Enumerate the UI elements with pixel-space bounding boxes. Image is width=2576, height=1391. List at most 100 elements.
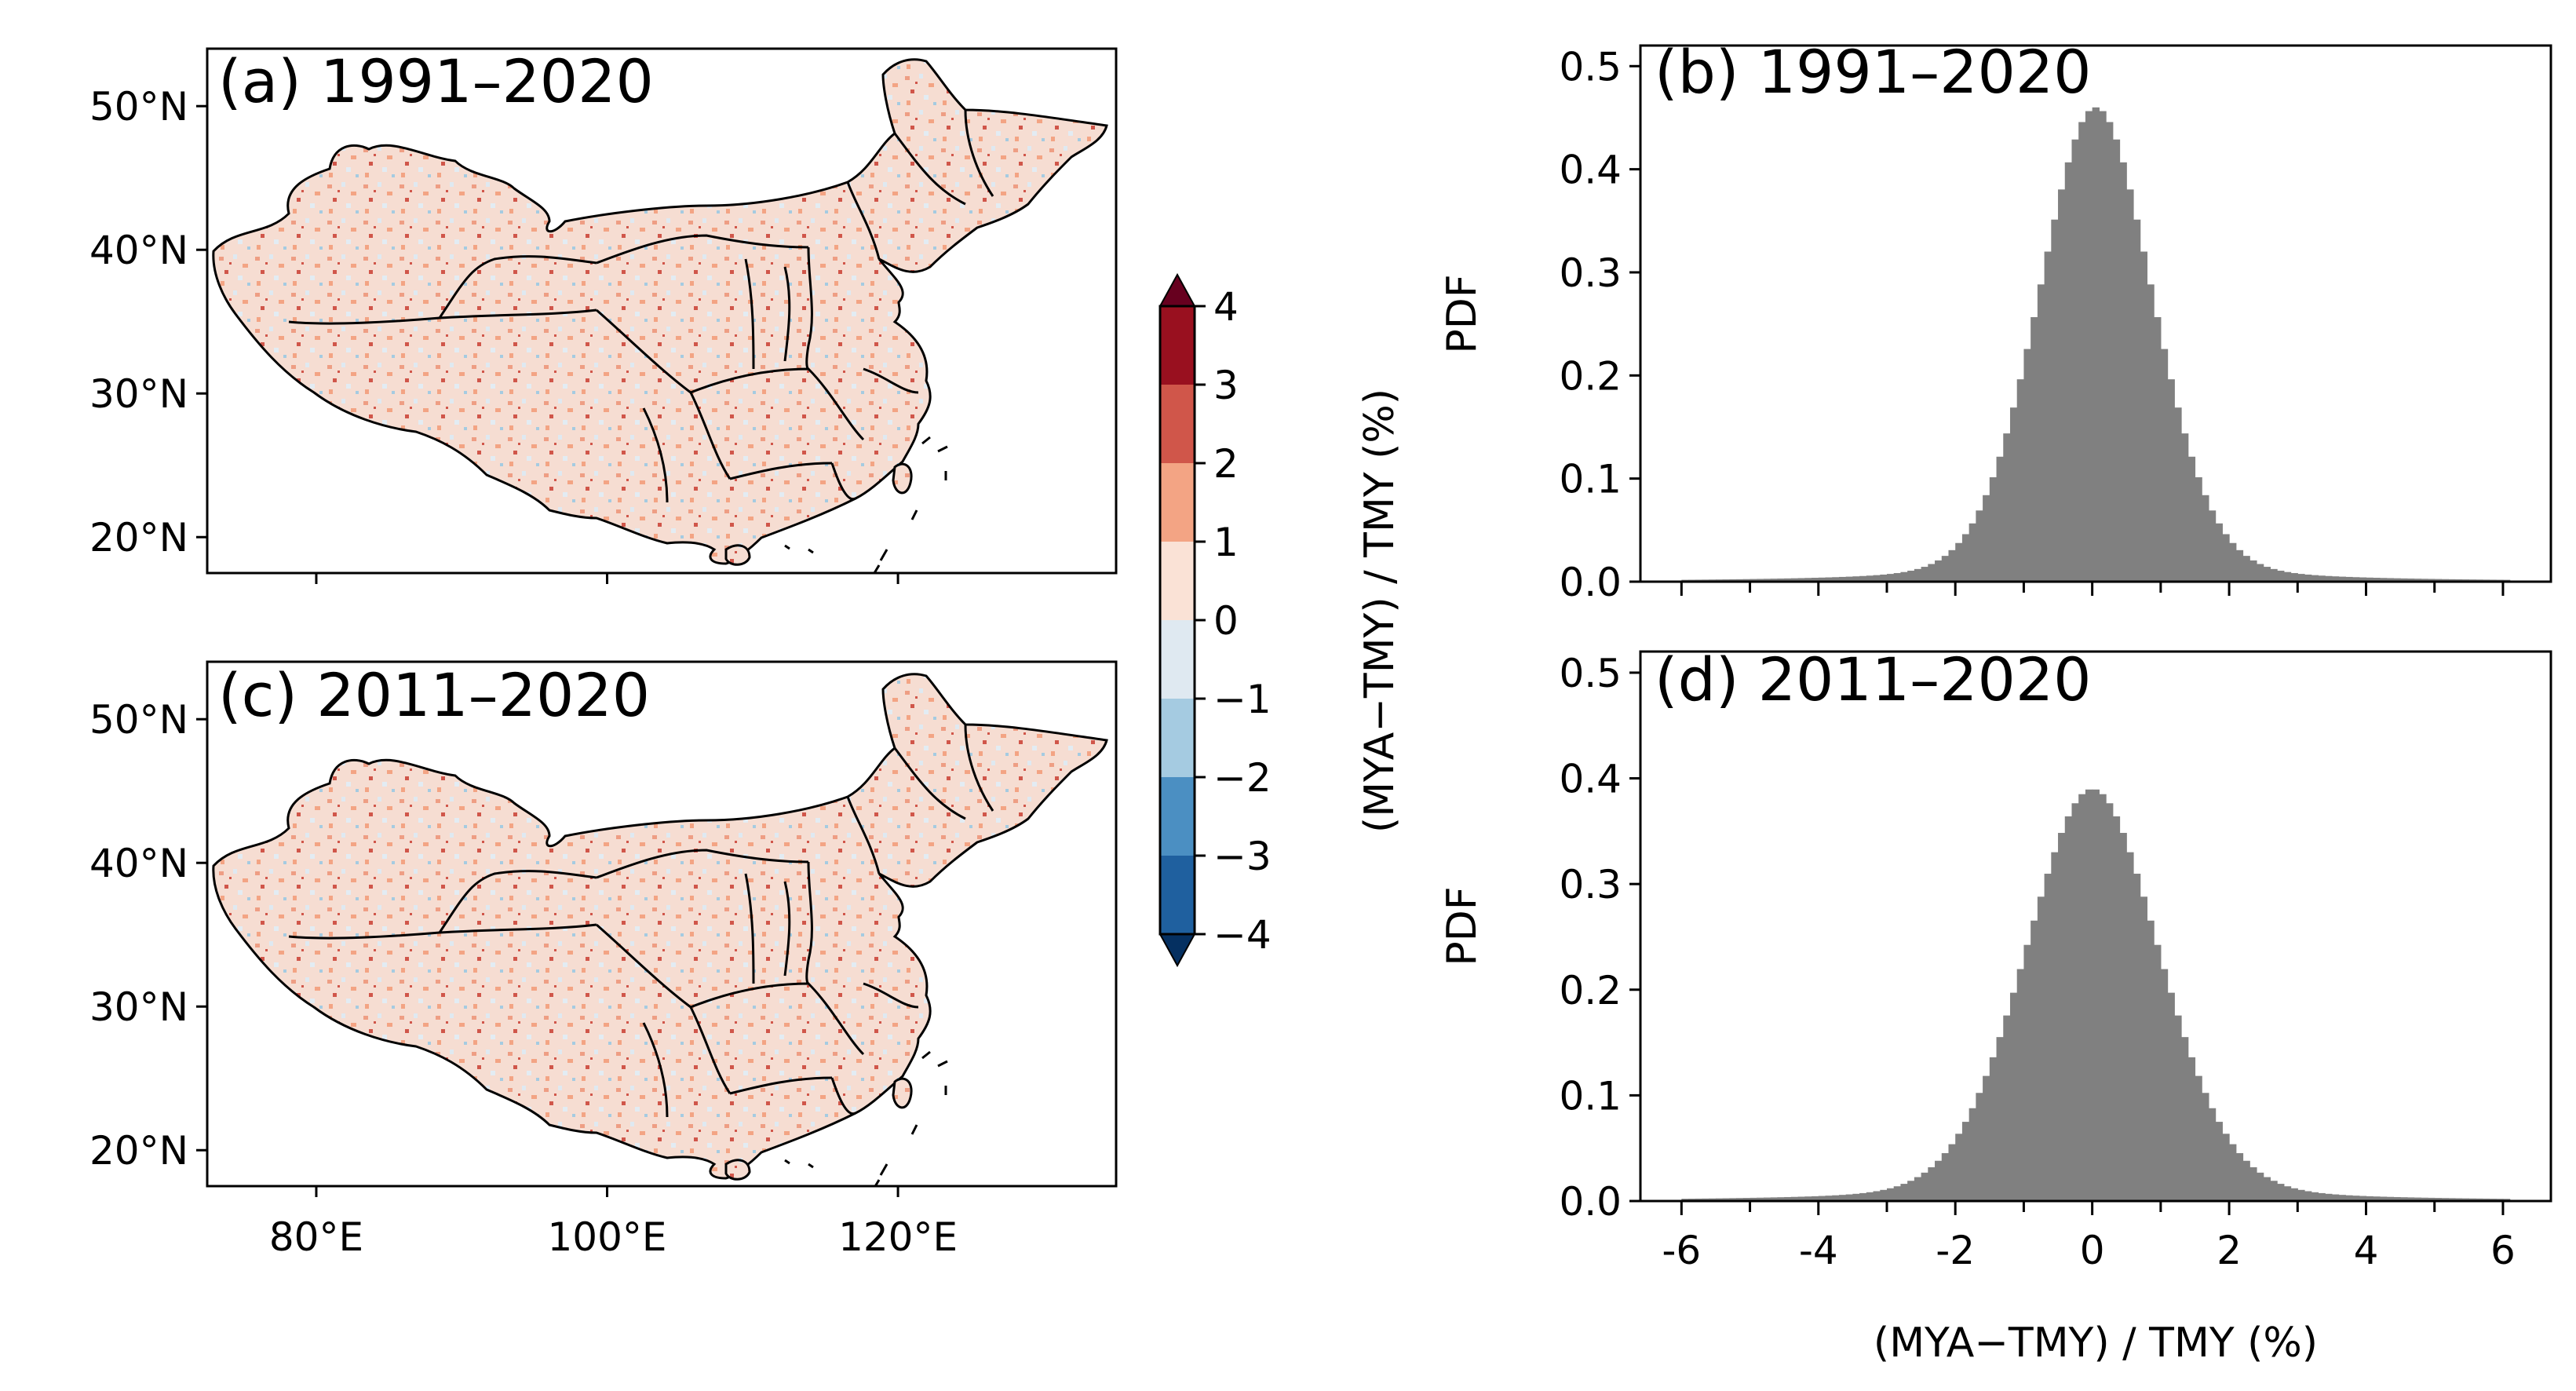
map-ytick-label: 20°N: [89, 515, 188, 560]
hist-bar: [2229, 1144, 2237, 1201]
island-hainan-a: [724, 544, 751, 566]
hist-bar: [2434, 1198, 2443, 1201]
hist-bar: [2448, 1198, 2456, 1201]
hist-bar: [2414, 1197, 2421, 1201]
hist-bar: [2242, 556, 2250, 582]
hist-bar: [2016, 379, 2025, 582]
hist-bar: [2283, 571, 2292, 582]
hist-bar: [2044, 251, 2052, 582]
hist-bar: [2187, 1057, 2196, 1201]
hist-bar: [1715, 1198, 1724, 1201]
china-map-c: [212, 673, 1108, 1180]
nine-dash-a: [784, 436, 948, 573]
map-ytick-label: 50°N: [89, 697, 188, 743]
map-ytick-label: 40°N: [89, 228, 188, 273]
map-panel-c: (c) 2011–2020 50°N 40°N 30°N 20°N 80°E 100°E 1…: [89, 660, 1118, 1260]
hist-bar: [2099, 794, 2107, 1201]
hist-bar: [1886, 1188, 1895, 1201]
hist-bar: [1914, 568, 1922, 582]
hist-bar: [2106, 803, 2114, 1201]
hist-bar: [2352, 1196, 2360, 1201]
hist-bar: [1832, 577, 1840, 582]
hist-bar: [1866, 575, 1874, 582]
hist-bar: [1948, 549, 1956, 582]
hist-bar: [2290, 1188, 2298, 1201]
hist-bar: [1900, 1184, 1908, 1201]
hist-bar: [2277, 1184, 2285, 1201]
hist-bar: [2160, 969, 2169, 1201]
hist-bar: [2366, 1196, 2373, 1201]
hist-bar: [1859, 575, 1867, 582]
hist-xtick-label: -4: [1799, 1228, 1838, 1273]
hist-bar: [2078, 122, 2086, 582]
hist-bar: [2229, 542, 2237, 582]
panel-title-b: (b) 1991–2020: [1655, 37, 2092, 107]
map-xtick-label: 100°E: [548, 1214, 667, 1260]
hist-bar: [1989, 1057, 1998, 1201]
hist-bar: [2009, 992, 2018, 1201]
hist-bar: [2167, 379, 2175, 582]
hist-bar: [2023, 349, 2031, 582]
hist-bar: [1722, 1198, 1730, 1201]
hist-bar: [2318, 575, 2326, 582]
map-frame-c: [206, 660, 1118, 1188]
hist-bar: [2126, 852, 2134, 1201]
hist-ticks-b: 0.5 0.4 0.3 0.2 0.1 0.0: [1559, 44, 2505, 605]
hist-bar: [2167, 992, 2175, 1201]
map-ticks-a: 50°N 40°N 30°N 20°N: [89, 84, 899, 584]
hist-bar: [1961, 1122, 1970, 1201]
hist-bar: [2195, 476, 2202, 582]
hist-frame-d: [1639, 650, 2552, 1203]
hist-bar: [1838, 1195, 1847, 1201]
hist-xtick-label: 6: [2490, 1228, 2516, 1273]
hist-bar: [1955, 1134, 1963, 1201]
hist-bar: [2400, 1197, 2408, 1201]
hist-bar: [1852, 576, 1860, 582]
hist-bar: [2126, 189, 2134, 582]
hist-bar: [2428, 579, 2436, 582]
hist-bar: [2064, 162, 2073, 582]
hist-bar: [1757, 1197, 1764, 1201]
hist-bar: [2242, 1160, 2250, 1201]
hist-bar: [1968, 523, 1976, 582]
colorbar-bin: [1160, 542, 1195, 620]
hist-bar: [2112, 139, 2121, 582]
hist-bar: [2338, 576, 2346, 582]
colorbar-tick-label: 1: [1213, 520, 1239, 565]
hist-bar: [2406, 579, 2415, 582]
hist-bar: [1797, 578, 1805, 582]
hist-ytick-label: 0.2: [1559, 353, 1622, 399]
hist-bar: [2031, 920, 2038, 1201]
hist-bar: [2187, 456, 2196, 582]
hist-bar: [1825, 1196, 1833, 1201]
panel-title-d: (d) 2011–2020: [1655, 644, 2092, 714]
hist-bar: [2400, 578, 2408, 582]
hist-bar: [2304, 1191, 2312, 1201]
hist-bar: [2366, 577, 2373, 582]
hist-bar: [2393, 578, 2401, 582]
hist-bar: [2092, 107, 2100, 582]
hist-bar: [1812, 578, 1819, 582]
hist-bar: [1742, 1198, 1751, 1201]
hist-bar: [2174, 407, 2182, 582]
hist-bar: [2379, 578, 2388, 582]
map-ytick-label: 30°N: [89, 371, 188, 417]
map-ytick-label: 50°N: [89, 84, 188, 130]
hist-bar: [2119, 162, 2127, 582]
hist-bar: [2441, 1198, 2449, 1201]
hist-bar: [1996, 1037, 2004, 1201]
hist-bar: [2297, 1189, 2305, 1201]
hist-bar: [2304, 574, 2312, 582]
hist-bar: [1770, 579, 1779, 582]
hist-bar: [1893, 1186, 1902, 1201]
hist-bar: [2031, 317, 2038, 582]
hist-bar: [1770, 1197, 1779, 1201]
hist-bar: [2092, 789, 2100, 1201]
hist-bar: [1750, 1197, 1757, 1201]
map-ytick-label: 20°N: [89, 1128, 188, 1174]
hist-bar: [2311, 1192, 2319, 1201]
hist-bar: [1900, 571, 1908, 582]
hist-bar: [2058, 189, 2066, 582]
hist-bar: [2085, 789, 2093, 1201]
island-taiwan-c: [892, 1077, 913, 1109]
